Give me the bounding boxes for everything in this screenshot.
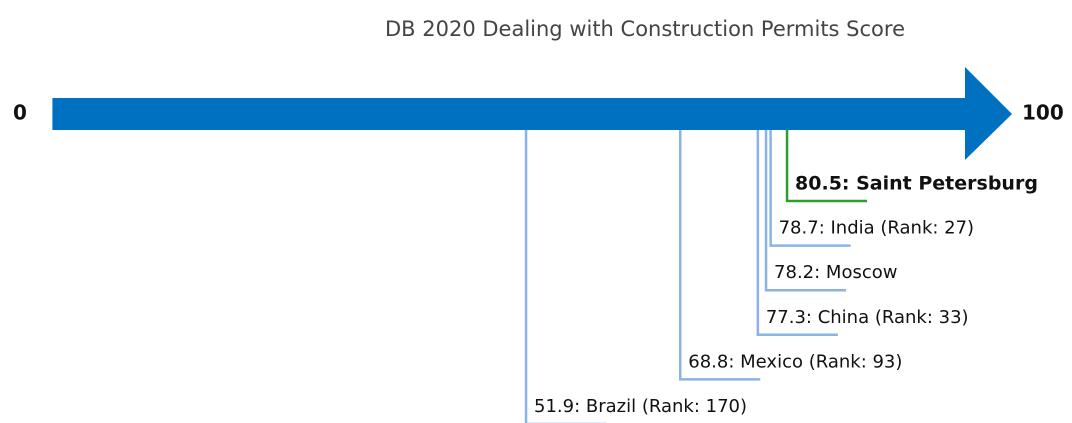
- marker-line: [679, 130, 761, 381]
- axis-shaft: [52, 98, 967, 130]
- marker-label: 78.2: Moscow: [774, 262, 897, 283]
- marker-label: 77.3: China (Rank: 33): [766, 307, 969, 328]
- marker-label: 80.5: Saint Petersburg: [795, 173, 1038, 195]
- chart-title: DB 2020 Dealing with Construction Permit…: [385, 17, 905, 41]
- marker-line: [764, 130, 847, 292]
- marker-label: 68.8: Mexico (Rank: 93): [688, 351, 902, 372]
- tick-label: 0: [13, 101, 27, 125]
- marker-line: [769, 130, 851, 247]
- tick-label: 100: [1022, 101, 1064, 125]
- axis-arrowhead: [965, 67, 1012, 160]
- marker-label: 51.9: Brazil (Rank: 170): [534, 396, 747, 417]
- marker-label: 78.7: India (Rank: 27): [779, 218, 974, 239]
- marker-line: [524, 130, 607, 423]
- marker-line: [756, 130, 838, 337]
- marker-line: [785, 130, 868, 203]
